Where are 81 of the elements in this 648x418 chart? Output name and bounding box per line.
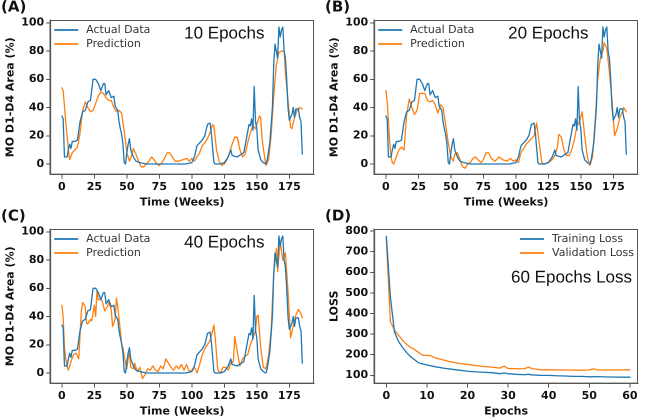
x-tick-label: 50 [443, 180, 459, 194]
y-axis-title: LOSS [327, 290, 340, 322]
y-tick-label: 100 [21, 224, 44, 238]
text: (D) [325, 206, 352, 224]
x-tick-label: 40 [541, 389, 557, 402]
x-tick-label: 100 [180, 389, 204, 402]
y-tick-label: 60 [28, 72, 45, 86]
y-tick-label: 60 [28, 281, 45, 294]
x-tick-label: 50 [119, 389, 135, 402]
x-tick-label: 25 [86, 389, 102, 402]
legend-label: Actual Data [410, 22, 474, 36]
y-tick-label: 700 [345, 244, 368, 258]
legend-label: Prediction [86, 36, 141, 50]
x-tick-label: 25 [410, 180, 426, 194]
text: (A) [1, 0, 26, 16]
x-tick-label: 150 [245, 389, 269, 402]
x-tick-label: 30 [500, 389, 516, 402]
chart-title: 20 Epochs [508, 24, 588, 43]
y-tick-label: 600 [345, 265, 368, 278]
y-tick-label: 100 [345, 16, 368, 29]
y-tick-label: 80 [28, 44, 45, 57]
legend-label: Validation Loss [552, 246, 634, 259]
x-tick-label: 60 [622, 389, 638, 402]
x-axis-title: Epochs [484, 404, 528, 418]
chart-title: 40 Epochs [184, 232, 264, 252]
x-tick-label: 0 [382, 180, 390, 194]
x-tick-label: 75 [476, 180, 491, 194]
chart-title: 10 Epochs [184, 24, 264, 43]
y-tick-label: 60 [352, 72, 369, 86]
x-tick-label: 100 [504, 180, 528, 194]
y-tick-label: 400 [345, 306, 368, 320]
x-tick-label: 10 [419, 389, 435, 402]
y-tick-label: 0 [36, 156, 45, 170]
x-tick-label: 0 [58, 389, 66, 402]
x-tick-label: 100 [180, 180, 204, 194]
x-axis-title: Time (Weeks) [140, 404, 224, 418]
x-axis-title: Time (Weeks) [140, 195, 224, 208]
text: 60 Epochs Loss [511, 268, 632, 287]
y-tick-label: 80 [28, 252, 45, 266]
x-tick-label: 150 [569, 180, 593, 194]
legend-label: Actual Data [86, 22, 150, 36]
y-tick-label: 300 [345, 326, 368, 340]
y-tick-label: 0 [36, 366, 45, 379]
y-tick-label: 100 [21, 16, 44, 29]
x-tick-label: 175 [602, 180, 625, 194]
legend-label: Prediction [86, 246, 141, 259]
text: (B) [325, 0, 350, 16]
y-axis-title: MO D1-D4 Area (%) [3, 37, 16, 158]
x-tick-label: 125 [212, 180, 236, 194]
y-tick-label: 200 [345, 348, 368, 361]
y-tick-label: 800 [345, 224, 368, 237]
x-tick-label: 75 [152, 389, 167, 402]
x-tick-label: 0 [58, 180, 66, 194]
legend-label: Prediction [410, 36, 465, 50]
x-tick-label: 175 [278, 389, 301, 402]
y-tick-label: 100 [345, 368, 368, 382]
text: (C) [1, 206, 26, 224]
y-tick-label: 20 [352, 128, 369, 142]
x-tick-label: 25 [86, 180, 102, 194]
legend-label: Training Loss [551, 232, 624, 245]
x-axis-title: Time (Weeks) [464, 195, 548, 208]
y-tick-label: 0 [360, 156, 369, 170]
x-tick-label: 150 [245, 180, 269, 194]
y-tick-label: 20 [28, 338, 45, 351]
x-tick-label: 175 [278, 180, 301, 194]
x-tick-label: 125 [536, 180, 560, 194]
x-tick-label: 50 [119, 180, 135, 194]
y-tick-label: 20 [28, 128, 45, 142]
legend-label: Actual Data [86, 232, 150, 245]
x-tick-label: 20 [460, 389, 476, 402]
y-tick-label: 40 [28, 309, 45, 322]
x-tick-label: 125 [212, 389, 236, 402]
y-tick-label: 500 [345, 286, 368, 299]
x-tick-label: 0 [382, 389, 391, 402]
y-tick-label: 80 [352, 44, 369, 57]
y-tick-label: 40 [352, 100, 369, 114]
x-tick-label: 75 [152, 180, 167, 194]
x-tick-label: 50 [582, 389, 598, 402]
y-axis-title: MO D1-D4 Area (%) [327, 37, 340, 158]
y-tick-label: 40 [28, 100, 45, 114]
y-axis-title: MO D1-D4 Area (%) [3, 246, 16, 366]
